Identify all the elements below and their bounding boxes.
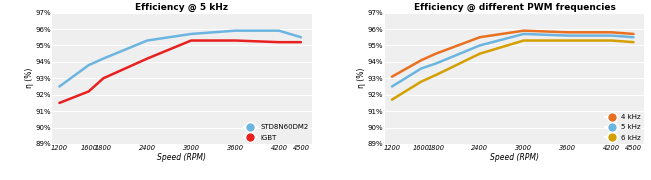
X-axis label: Speed (RPM): Speed (RPM) — [158, 153, 206, 162]
Legend: 4 kHz, 5 kHz, 6 kHz: 4 kHz, 5 kHz, 6 kHz — [605, 114, 641, 141]
X-axis label: Speed (RPM): Speed (RPM) — [490, 153, 539, 162]
Legend: STD8N60DM2, IGBT: STD8N60DM2, IGBT — [243, 124, 309, 141]
Y-axis label: η (%): η (%) — [357, 68, 367, 89]
Y-axis label: η (%): η (%) — [25, 68, 34, 89]
Title: Efficiency @ different PWM frequencies: Efficiency @ different PWM frequencies — [413, 3, 615, 12]
Title: Efficiency @ 5 kHz: Efficiency @ 5 kHz — [135, 3, 229, 12]
